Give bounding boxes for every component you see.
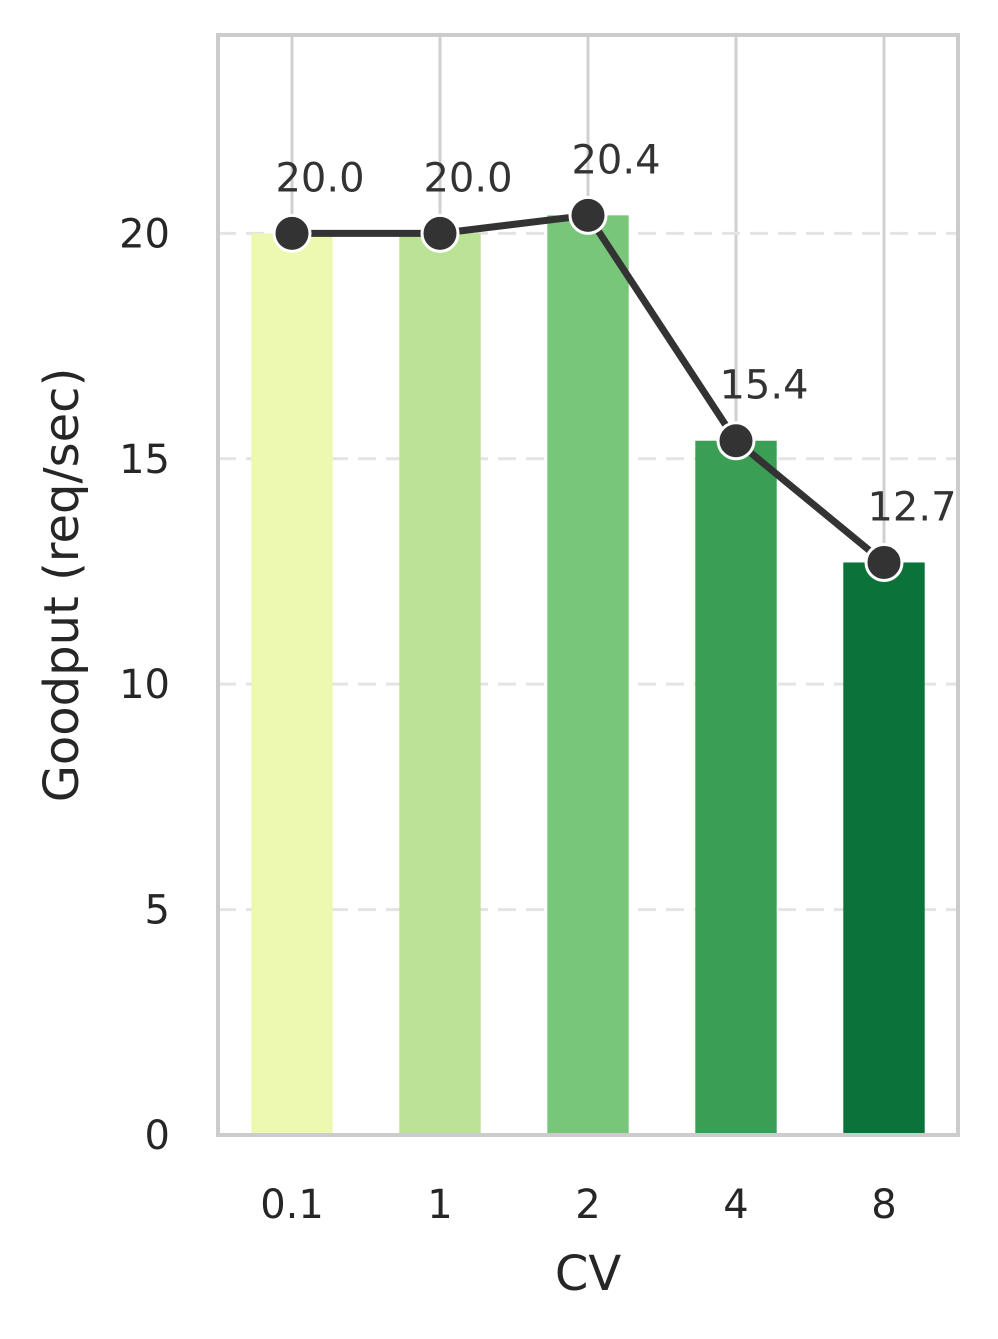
x-tick-label-1: 1	[427, 1182, 452, 1228]
data-label-2: 20.4	[571, 137, 660, 183]
x-tick-label-4: 8	[871, 1182, 896, 1228]
data-label-1: 20.0	[423, 155, 512, 201]
data-label-0: 20.0	[275, 155, 364, 201]
point-1	[420, 213, 460, 253]
data-labels: 20.0 20.0 20.4 15.4 12.7	[275, 137, 956, 530]
y-tick-label-0: 0	[145, 1113, 170, 1159]
bar-0	[251, 233, 333, 1135]
data-label-3: 15.4	[719, 363, 808, 409]
x-axis-title: CV	[555, 1246, 622, 1302]
plot-frame	[216, 33, 960, 1137]
y-tick-label-1: 5	[145, 888, 170, 934]
bars	[251, 215, 925, 1136]
bar-2	[547, 215, 629, 1135]
point-2	[568, 195, 608, 235]
y-tick-label-2: 10	[119, 662, 170, 708]
point-0	[272, 213, 312, 253]
x-tick-label-2: 2	[575, 1182, 600, 1228]
y-tick-label-3: 15	[119, 437, 170, 483]
point-4	[864, 542, 904, 582]
y-tick-label-4: 20	[119, 211, 170, 257]
x-tick-label-3: 4	[723, 1182, 748, 1228]
y-axis-title: Goodput (req/sec)	[34, 368, 90, 803]
bar-4	[843, 562, 925, 1135]
data-label-4: 12.7	[867, 484, 956, 530]
tick-labels: 0.1 1 2 4 8 0 5 10 15 20	[119, 211, 897, 1228]
x-tick-label-0: 0.1	[260, 1182, 324, 1228]
trend-points	[272, 195, 904, 582]
bar-3	[695, 440, 777, 1136]
bar-1	[399, 233, 481, 1135]
point-3	[716, 421, 756, 461]
frame-rect	[216, 33, 960, 1137]
